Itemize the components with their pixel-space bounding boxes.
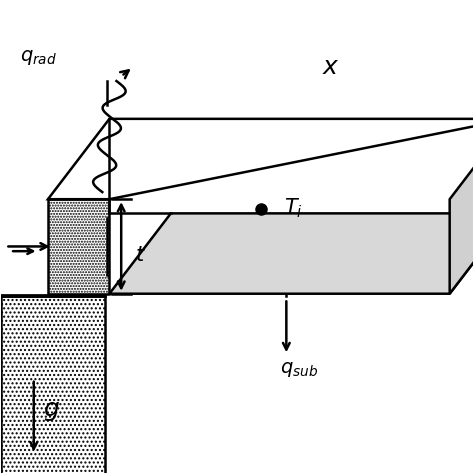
Text: $T_i$: $T_i$	[284, 197, 303, 220]
Text: $x$: $x$	[321, 55, 339, 79]
Polygon shape	[450, 119, 474, 294]
Polygon shape	[48, 119, 474, 199]
Text: $q_{rad}$: $q_{rad}$	[19, 48, 57, 67]
Text: $g$: $g$	[43, 401, 60, 423]
Bar	[0, 296, 105, 474]
Text: $t$: $t$	[136, 246, 146, 265]
Polygon shape	[109, 213, 474, 294]
Text: $q_{sub}$: $q_{sub}$	[280, 360, 318, 379]
